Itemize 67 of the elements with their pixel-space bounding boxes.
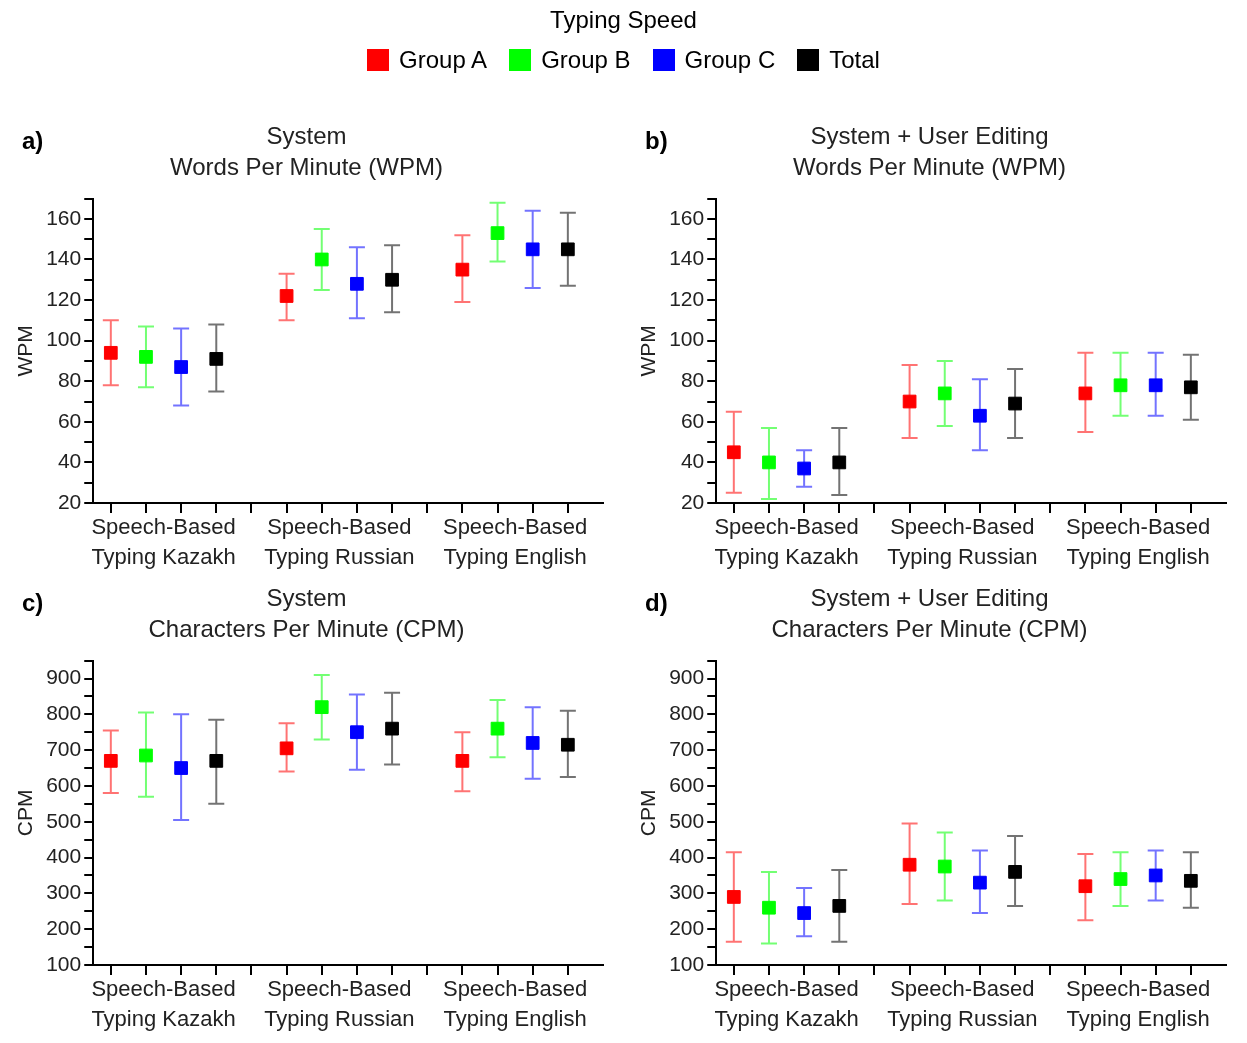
y-tick-label: 40 (57, 449, 82, 473)
y-tick-label: 500 (46, 808, 82, 832)
chart-title: System + User Editing (810, 584, 1049, 612)
y-tick-label: 140 (669, 246, 705, 270)
y-tick-label: 300 (46, 880, 82, 904)
x-tick-label: Speech-Based Typing Russian (887, 976, 1038, 1032)
y-axis-title: WPM (13, 325, 37, 377)
x-tick-label: Speech-Based Typing Kazakh (714, 976, 859, 1032)
text: a) (22, 127, 44, 155)
y-tick-label: 20 (57, 489, 82, 513)
y-tick-label: 100 (46, 951, 82, 975)
x-tick-label: Speech-Based Typing Russian (264, 514, 415, 570)
y-tick-label: 400 (46, 844, 82, 868)
y-tick-label: 80 (680, 368, 705, 392)
y-tick-label: 120 (46, 286, 82, 310)
legend-label: Group B (541, 46, 631, 74)
y-axis-title: WPM (636, 325, 660, 377)
y-tick-label: 200 (669, 915, 705, 939)
y-tick-label: 600 (669, 772, 705, 796)
y-tick-label: 40 (680, 449, 705, 473)
legend-label: Group C (684, 46, 776, 74)
x-tick-label: Speech-Based Typing English (1065, 976, 1211, 1032)
chart-subtitle: Words Per Minute (WPM) (170, 152, 443, 180)
x-tick-label: Speech-Based Typing Russian (887, 514, 1038, 570)
y-tick-label: 140 (46, 246, 82, 270)
y-axis-title: CPM (636, 789, 660, 837)
x-tick-label: Speech-Based Typing Kazakh (714, 514, 859, 570)
x-tick-label: Speech-Based Typing English (1065, 514, 1211, 570)
chart-title: System (266, 122, 347, 150)
chart-subtitle: Words Per Minute (WPM) (793, 152, 1066, 180)
y-tick-label: 800 (669, 701, 705, 725)
y-tick-label: 300 (669, 880, 705, 904)
y-tick-label: 400 (669, 844, 705, 868)
y-tick-label: 120 (669, 286, 705, 310)
chart-title: System (266, 584, 347, 612)
text: Typing Speed (549, 6, 698, 34)
y-tick-label: 160 (669, 205, 705, 229)
y-tick-label: 20 (680, 489, 705, 513)
chart-subtitle: Characters Per Minute (CPM) (148, 614, 465, 642)
y-tick-label: 100 (669, 327, 705, 351)
y-tick-label: 60 (680, 408, 705, 432)
x-tick-label: Speech-Based Typing Kazakh (91, 514, 236, 570)
y-tick-label: 80 (57, 368, 82, 392)
x-tick-label: Speech-Based Typing English (442, 514, 588, 570)
y-tick-label: 100 (46, 327, 82, 351)
chart-title: System + User Editing (810, 122, 1049, 150)
y-tick-label: 800 (46, 701, 82, 725)
legend-label: Group A (399, 46, 488, 74)
text: b) (645, 127, 668, 155)
x-tick-label: Speech-Based Typing Russian (264, 976, 415, 1032)
x-tick-label: Speech-Based Typing English (442, 976, 588, 1032)
y-tick-label: 600 (46, 772, 82, 796)
y-axis-title: CPM (13, 789, 37, 837)
y-tick-label: 200 (46, 915, 82, 939)
legend-label: Total (829, 46, 880, 74)
y-tick-label: 700 (46, 736, 82, 760)
y-tick-label: 700 (669, 736, 705, 760)
y-tick-label: 900 (46, 665, 82, 689)
y-tick-label: 160 (46, 205, 82, 229)
y-tick-label: 500 (669, 808, 705, 832)
y-tick-label: 60 (57, 408, 82, 432)
x-tick-label: Speech-Based Typing Kazakh (91, 976, 236, 1032)
text: c) (22, 589, 44, 617)
y-tick-label: 900 (669, 665, 705, 689)
chart-subtitle: Characters Per Minute (CPM) (771, 614, 1088, 642)
y-tick-label: 100 (669, 951, 705, 975)
text: d) (645, 589, 668, 617)
